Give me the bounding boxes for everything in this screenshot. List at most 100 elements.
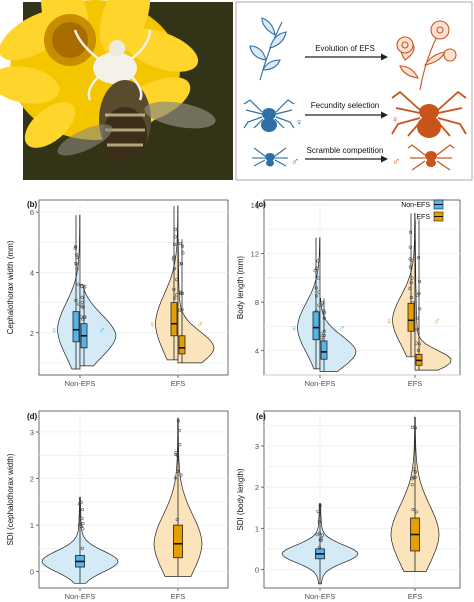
outliers-efs-male: [414, 256, 422, 352]
outliers-non-efs-female-point: [315, 266, 319, 270]
outliers-efs-female-point: [175, 293, 179, 297]
outliers-efs-female-point: [174, 277, 179, 282]
violin-non-efs-male: [79, 284, 117, 367]
x-tick-label: Non-EFS: [65, 379, 96, 388]
row-3-label: Scramble competition: [307, 146, 384, 155]
outliers-non-efs-point: [317, 520, 321, 524]
outliers-non-efs-point: [80, 516, 84, 521]
outliers-efs-male-point: [178, 241, 182, 246]
box-non-efs-female: [312, 237, 320, 369]
outliers-non-efs-male-point: [319, 335, 323, 340]
outliers-non-efs-female: [313, 259, 321, 313]
outliers-non-efs-point: [81, 522, 85, 526]
outliers-non-efs-point: [77, 523, 82, 527]
y-tick-label: 0: [30, 568, 34, 577]
female-symbol: ♀: [148, 320, 156, 331]
outliers-non-efs-male-point: [80, 284, 84, 288]
y-axis-label: Cephalothorax width (mm): [6, 240, 15, 334]
row-1-label: Evolution of EFS: [315, 44, 375, 53]
female-symbol-right: ♀: [391, 114, 399, 126]
outliers-efs-female-point: [408, 245, 412, 249]
box-efs-male: [415, 219, 423, 371]
outliers-non-efs-point: [320, 533, 325, 537]
outliers-efs-female-point: [408, 265, 413, 269]
panel-label: (e): [256, 412, 266, 421]
legend: Non-EFS EFS: [401, 199, 444, 222]
box-non-efs-female: [72, 215, 80, 369]
y-tick-label: 1: [30, 521, 34, 530]
outliers-non-efs-point: [316, 509, 320, 513]
outliers-efs-point: [175, 517, 179, 522]
outliers-efs-male-point: [417, 342, 422, 346]
row-2: Fecundity selection ♀: [305, 101, 399, 126]
female-spider-small-icon: ♀: [243, 99, 303, 132]
photo-spider-on-flower: [0, 0, 233, 180]
male-symbol: ♂: [338, 324, 346, 335]
panel-c-chart: 4 8 12 16 Non-EFS EFS Body length (mm) (c) ♀ ♂ ♀ ♂ N…: [236, 199, 461, 388]
box-efs-female: [170, 206, 178, 360]
outliers-non-efs-female-point: [317, 290, 321, 294]
male-spider-right-icon: [407, 144, 455, 171]
outliers-efs-female-point: [172, 267, 177, 271]
box-non-efs-male: [320, 298, 328, 372]
outliers-efs-male-point: [418, 307, 422, 311]
box-non-efs-female-iqr: [312, 311, 320, 341]
x-tick-label: Non-EFS: [65, 592, 96, 601]
male-symbol-left: ♂: [291, 156, 299, 168]
outliers-efs-male-point: [415, 327, 419, 331]
row-2-label: Fecundity selection: [311, 101, 379, 110]
box-efs-male: [178, 239, 186, 363]
outliers-efs-male-point: [181, 251, 185, 255]
outliers-efs-female-point: [409, 295, 414, 300]
outliers-efs-male-point: [177, 262, 182, 266]
outliers-efs-point: [410, 483, 414, 487]
outliers-efs-point: [411, 507, 415, 512]
outliers-non-efs-male-point: [80, 295, 84, 299]
outliers-non-efs-female-point: [314, 286, 319, 290]
outliers-non-efs-female-point: [316, 259, 320, 263]
y-tick-label: 3: [30, 428, 34, 437]
panel-label: (b): [27, 200, 38, 209]
legend-label: Non-EFS: [401, 202, 430, 209]
panel-a-label: (a): [6, 5, 17, 15]
male-symbol: ♂: [196, 320, 204, 331]
outliers-efs-point: [413, 426, 418, 430]
panel-a: (a) Evolution of EFS: [0, 0, 473, 181]
box-non-efs-female-iqr: [72, 311, 80, 343]
female-symbol: ♀: [385, 316, 393, 327]
panel-label: (d): [27, 412, 38, 421]
outliers-efs-female-point: [171, 257, 175, 261]
outliers-non-efs-point: [315, 533, 319, 537]
box-non-efs-male: [80, 284, 88, 366]
outliers-efs-point: [179, 473, 183, 477]
x-tick-label: EFS: [408, 379, 423, 388]
male-symbol-right: ♂: [392, 156, 400, 168]
outliers-efs-point: [174, 450, 178, 455]
outliers-efs-female-point: [173, 296, 177, 300]
outliers-efs-point: [174, 452, 178, 457]
outliers-non-efs-female-point: [76, 302, 81, 306]
panel-label: (c): [256, 200, 266, 209]
panel-d-chart: 0 1 2 3 Non-EFS EFS SDI (cephalothorax width) (…: [6, 410, 229, 601]
y-tick-label: 2: [30, 475, 34, 484]
outliers-non-efs-female-point: [316, 276, 321, 280]
outliers-efs-female-point: [410, 258, 414, 262]
y-tick-label: 16: [251, 201, 259, 210]
y-tick-label: 12: [251, 249, 259, 258]
outliers-efs-male-point: [416, 256, 421, 260]
female-symbol-left: ♀: [295, 117, 303, 129]
y-tick-label: 2: [255, 483, 259, 492]
female-symbol: ♀: [50, 326, 58, 337]
outliers-non-efs: [315, 503, 325, 549]
y-axis-label: SDI (cephalothorax width): [6, 453, 15, 545]
box-efs: [173, 417, 183, 577]
x-tick-label: EFS: [171, 592, 186, 601]
row-1: Evolution of EFS: [305, 44, 388, 61]
violin-efs-male: [177, 238, 215, 364]
legend-label: EFS: [416, 214, 430, 221]
male-spider-left-icon: ♂: [252, 147, 299, 168]
male-symbol: ♂: [433, 316, 441, 327]
plant-simple-icon: [249, 17, 287, 81]
outliers-efs-male-point: [180, 244, 185, 248]
outliers-non-efs-male-point: [80, 304, 84, 308]
